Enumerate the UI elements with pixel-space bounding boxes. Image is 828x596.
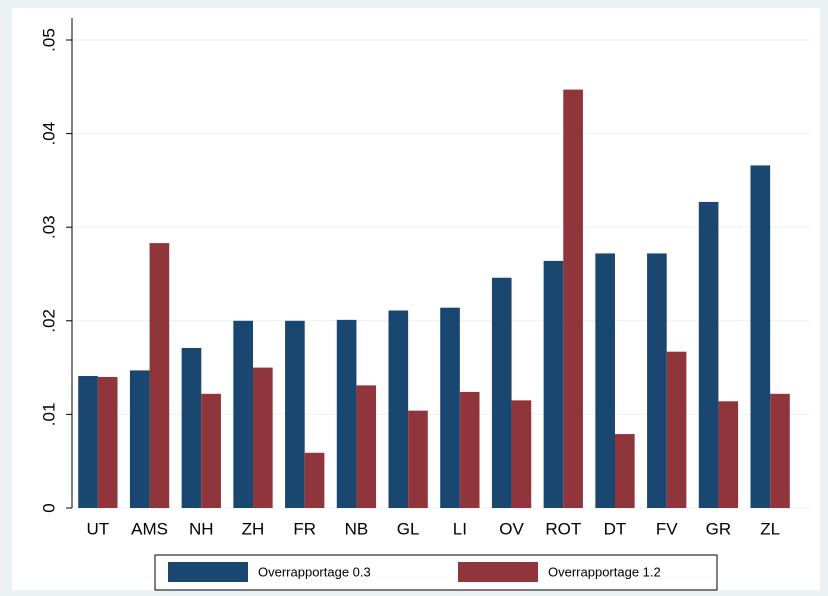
bar — [563, 89, 583, 508]
bar — [356, 385, 377, 508]
x-tick-label: ZL — [760, 519, 780, 538]
y-tick-label: .04 — [39, 122, 58, 146]
bar — [718, 401, 739, 508]
y-tick-label: 0 — [39, 503, 58, 512]
bar — [149, 243, 170, 508]
bar — [129, 370, 150, 508]
legend: Overrapportage 0.3 Overrapportage 1.2 — [154, 554, 718, 591]
bar — [336, 319, 357, 508]
x-tick-label: ZH — [242, 519, 265, 538]
x-tick-label: FV — [656, 519, 678, 538]
x-tick-label: AMS — [131, 519, 168, 538]
x-tick-label: DT — [604, 519, 627, 538]
bar — [201, 393, 221, 508]
x-tick-label: NB — [345, 519, 369, 538]
x-tick-label: OV — [499, 519, 524, 538]
bar — [491, 277, 512, 508]
x-tick-label: FR — [293, 519, 316, 538]
bar — [181, 347, 202, 508]
legend-swatch — [168, 562, 248, 582]
bar — [615, 434, 635, 508]
x-tick-label: LI — [453, 519, 467, 538]
bar — [698, 201, 719, 509]
bar — [750, 165, 771, 508]
bar — [233, 320, 253, 508]
bar — [440, 307, 460, 508]
bar — [97, 376, 118, 508]
bar — [543, 260, 564, 508]
bar — [647, 253, 667, 508]
bar — [253, 367, 273, 508]
x-tick-label: GR — [706, 519, 732, 538]
bar — [511, 400, 532, 508]
bar — [304, 452, 325, 508]
bar — [770, 393, 790, 508]
legend-label: Overrapportage 0.3 — [258, 564, 371, 579]
bar — [388, 310, 409, 508]
bar — [408, 410, 428, 508]
x-tick-label: GL — [397, 519, 420, 538]
legend-box — [154, 554, 718, 591]
y-tick-label: .01 — [39, 403, 58, 427]
bar — [595, 253, 615, 508]
bar — [666, 351, 687, 508]
legend-swatch — [458, 562, 538, 582]
y-tick-label: .02 — [39, 309, 58, 333]
bar — [78, 376, 98, 508]
bar — [459, 391, 480, 508]
x-tick-label: UT — [87, 519, 110, 538]
y-tick-label: .03 — [39, 215, 58, 239]
bar — [285, 320, 305, 508]
x-tick-label: NH — [189, 519, 214, 538]
x-tick-label: ROT — [545, 519, 581, 538]
y-tick-label: .05 — [39, 28, 58, 52]
legend-label: Overrapportage 1.2 — [548, 564, 661, 579]
